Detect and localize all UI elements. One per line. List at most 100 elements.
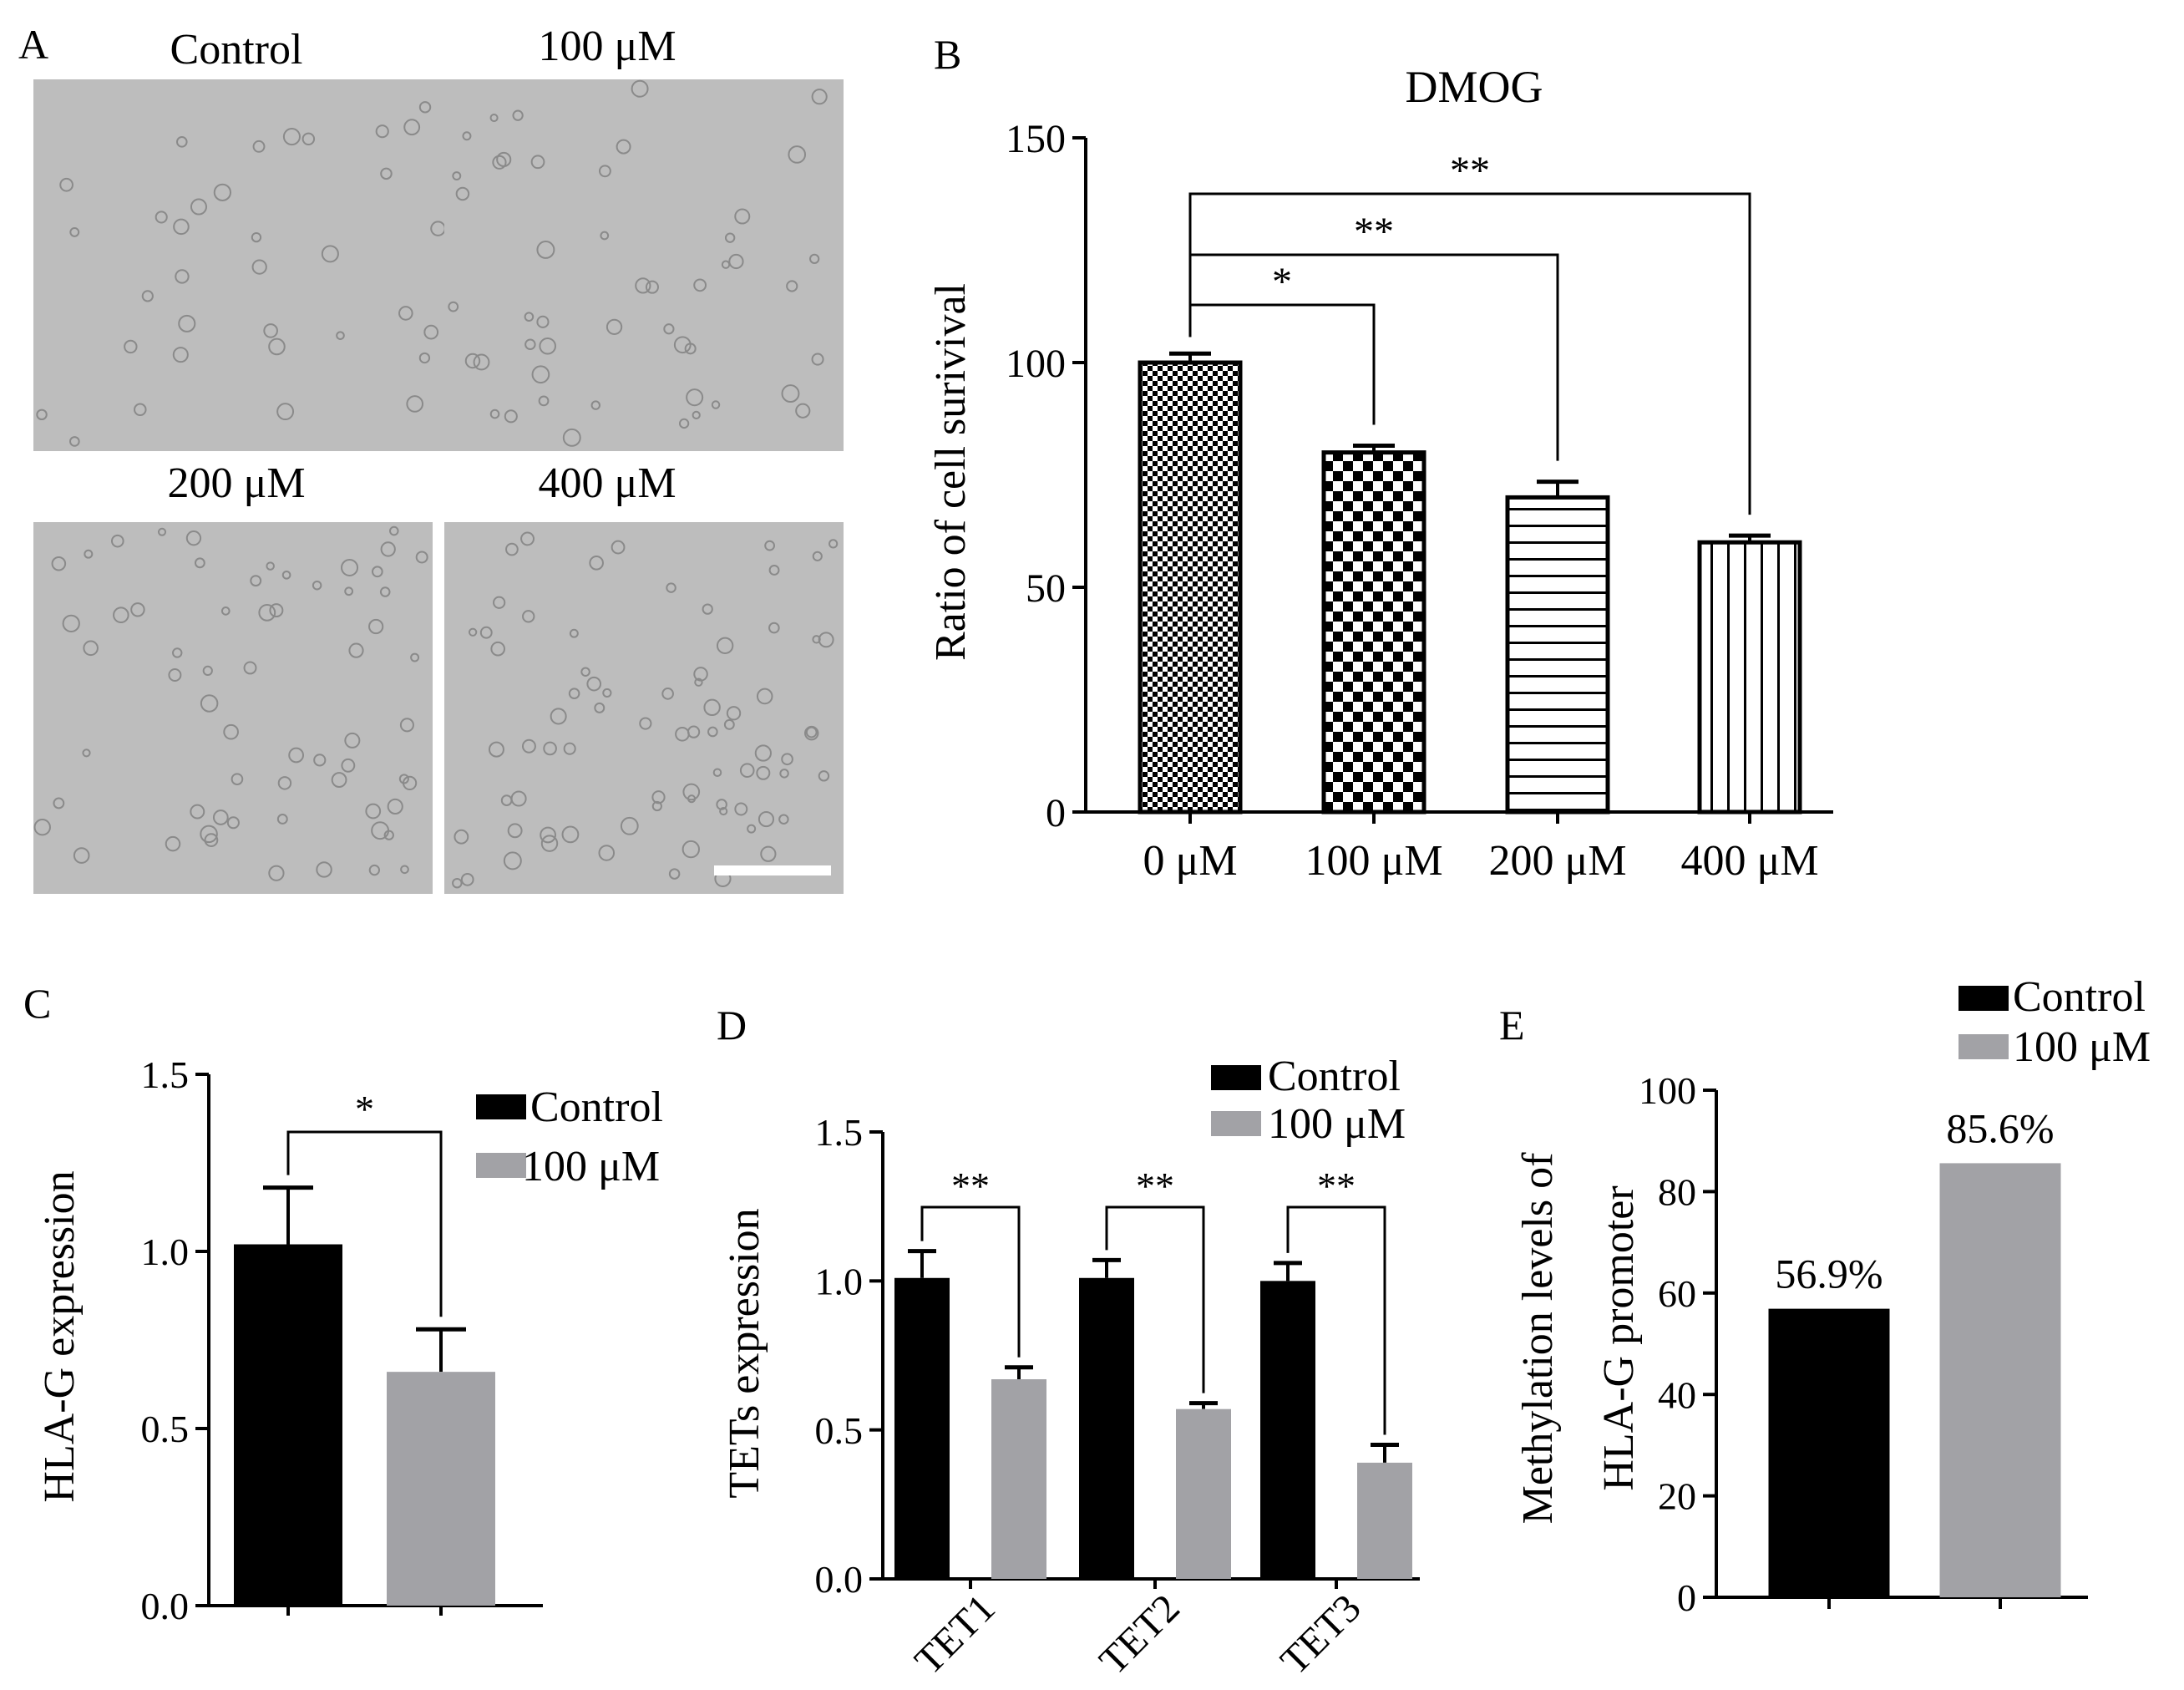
cell-shape	[243, 661, 257, 675]
cell-shape	[124, 339, 138, 354]
chart-c-bar	[387, 1372, 495, 1606]
chart-e-y-tick-label: 80	[1658, 1171, 1696, 1214]
chart-b-significance-label: **	[1450, 149, 1490, 193]
cell-shape	[194, 557, 205, 569]
cell-shape	[231, 773, 244, 785]
cell-shape	[694, 678, 703, 687]
cell-shape	[540, 826, 556, 844]
micrograph-title-200: 200 μM	[167, 459, 305, 507]
chart-e-legend-swatch	[1959, 986, 2009, 1011]
cell-shape	[400, 865, 409, 875]
cell-shape	[524, 338, 536, 350]
cell-shape	[754, 744, 772, 762]
chart-e-legend-label: 100 μM	[2013, 1023, 2151, 1071]
chart-b-bar	[1505, 495, 1610, 815]
cell-shape	[448, 301, 459, 312]
chart-d-y-tick-label: 1.0	[815, 1260, 864, 1302]
cell-shape	[53, 797, 65, 809]
cell-shape	[747, 824, 757, 834]
cell-shape	[368, 618, 384, 635]
chart-b-y-tick-label: 150	[1006, 117, 1066, 161]
cell-shape	[758, 811, 775, 828]
chart-c-ylabel: HLA-G expression	[36, 1170, 84, 1502]
chart-d-ylabel: TETs expression	[721, 1208, 768, 1498]
cell-shape	[176, 136, 188, 148]
cell-shape	[536, 315, 550, 328]
cell-shape	[379, 586, 391, 597]
chart-b: DMOG Ratio of cell surivival 0 50 100 150 0 μM…	[927, 62, 1833, 885]
cell-shape	[693, 278, 707, 292]
chart-d-significance-bracket	[1105, 1205, 1205, 1393]
cell-shape	[454, 829, 469, 845]
cell-shape	[110, 534, 124, 548]
micrograph-title-400: 400 μM	[538, 459, 676, 507]
cell-shape	[522, 610, 535, 623]
cell-shape	[666, 582, 676, 593]
cell-shape	[598, 845, 616, 861]
cell-shape	[756, 688, 773, 705]
cell-shape	[344, 732, 361, 749]
chart-e-data-label: 85.6%	[1946, 1104, 2054, 1151]
cell-shape	[220, 606, 231, 616]
chart-c-y-tick-label: 1.0	[141, 1231, 190, 1273]
cell-shape	[51, 556, 67, 571]
chart-e-legend-swatch	[1959, 1034, 2009, 1059]
cell-shape	[779, 769, 789, 779]
cell-shape	[764, 540, 775, 551]
chart-c-legend-swatch	[476, 1094, 526, 1119]
cell-shape	[455, 186, 470, 201]
cell-shape	[490, 641, 505, 657]
micrograph-image	[33, 522, 433, 894]
cell-shape	[36, 409, 48, 421]
cell-shape	[663, 323, 675, 335]
cell-shape	[462, 131, 472, 141]
cell-shape	[600, 231, 610, 241]
cell-shape	[341, 758, 356, 773]
cell-shape	[818, 770, 830, 782]
chart-b-ylabel: Ratio of cell surivival	[927, 283, 975, 661]
cell-shape	[380, 541, 396, 557]
cell-shape	[616, 139, 631, 155]
cell-shape	[406, 395, 424, 413]
cell-shape	[489, 114, 499, 123]
cell-shape	[387, 798, 403, 815]
cell-shape	[639, 717, 652, 730]
chart-b-category-label: 400 μM	[1680, 837, 1818, 885]
chart-b-significance-label: **	[1354, 210, 1394, 254]
micrographs	[33, 79, 844, 894]
cell-shape	[520, 531, 535, 546]
cell-shape	[818, 632, 834, 648]
cell-shape	[530, 155, 545, 170]
cell-shape	[312, 580, 322, 591]
cell-shape	[611, 540, 626, 555]
chart-d-significance-label: **	[1317, 1165, 1355, 1207]
cell-shape	[83, 640, 99, 657]
cell-shape	[251, 259, 267, 275]
cell-shape	[313, 754, 327, 767]
cell-shape	[157, 527, 167, 536]
chart-e-ylabel: Methylation levels of	[1514, 1152, 1562, 1524]
cell-shape	[803, 725, 819, 741]
cell-shape	[141, 290, 154, 302]
cell-shape	[33, 818, 51, 836]
chart-e-legend-label: Control	[2013, 973, 2146, 1021]
cell-shape	[403, 119, 421, 136]
cell-shape	[686, 388, 704, 407]
cell-shape	[155, 211, 168, 224]
chart-d-legend-label: Control	[1268, 1053, 1401, 1100]
cell-shape	[202, 665, 213, 677]
cell-shape	[268, 865, 285, 881]
cell-shape	[415, 551, 428, 564]
cell-shape	[263, 323, 278, 338]
cell-shape	[734, 802, 748, 816]
chart-c-significance-bracket	[286, 1130, 443, 1317]
chart-d-bar	[1357, 1462, 1412, 1579]
micrograph-image	[444, 79, 844, 451]
cell-shape	[175, 269, 190, 284]
chart-e: Methylation levels of HLA-G promoter 0 20 40…	[1514, 973, 2151, 1619]
cell-shape	[781, 753, 793, 766]
cell-shape	[250, 575, 262, 587]
chart-c-legend-swatch	[476, 1153, 526, 1178]
chart-b-category-label: 100 μM	[1305, 837, 1442, 885]
cell-shape	[829, 539, 839, 549]
